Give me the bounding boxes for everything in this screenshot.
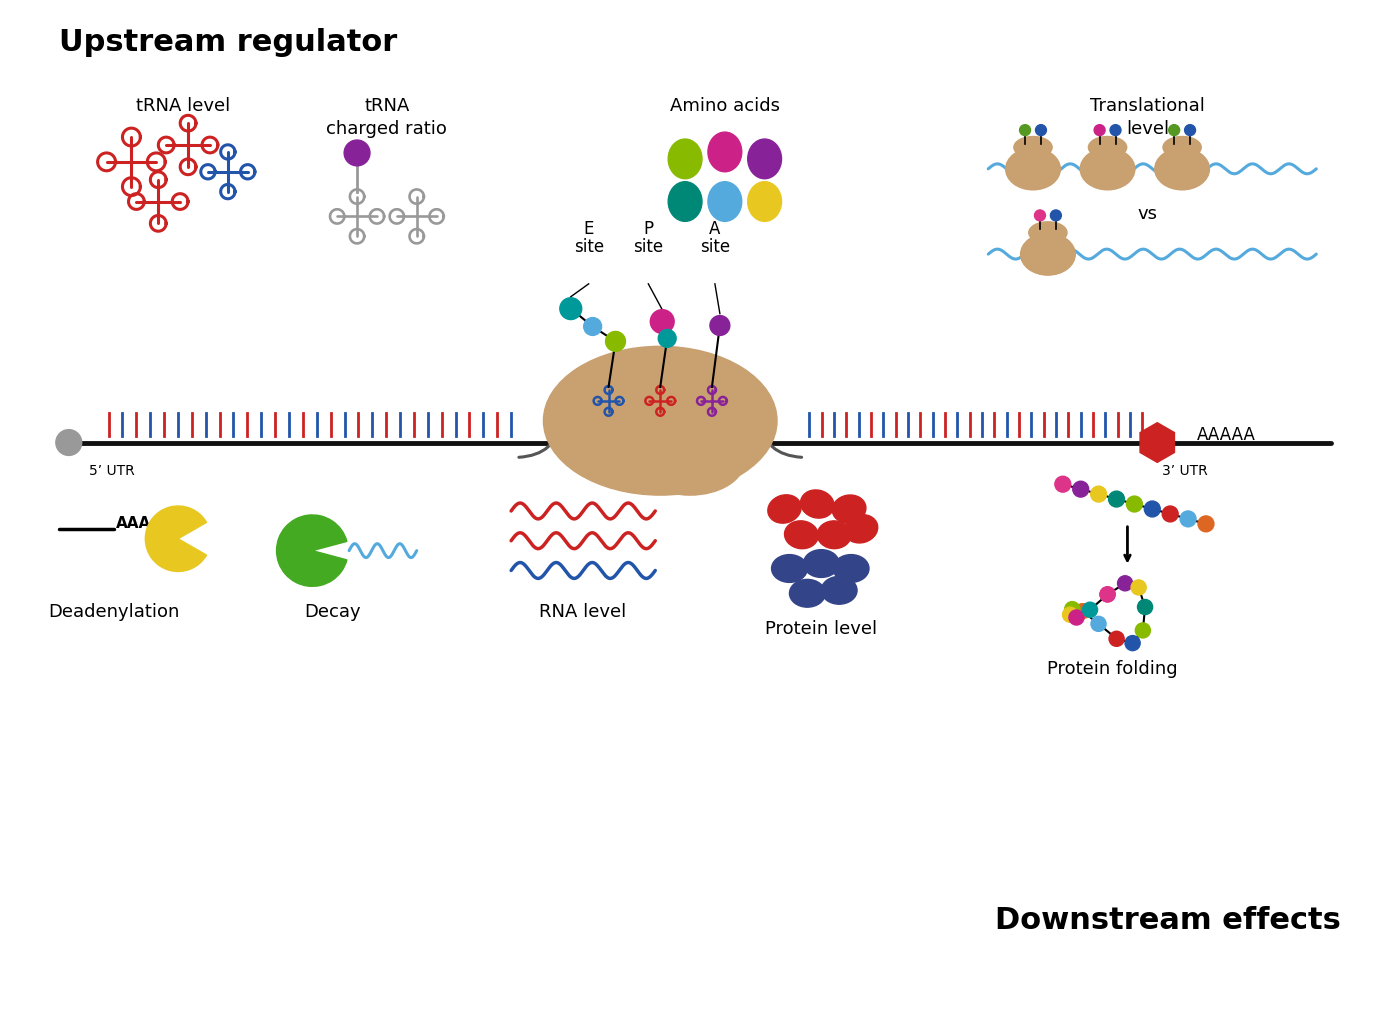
Circle shape xyxy=(344,140,370,166)
Text: AAAAA: AAAAA xyxy=(1197,426,1256,443)
Circle shape xyxy=(1070,610,1084,625)
Ellipse shape xyxy=(668,139,701,178)
Ellipse shape xyxy=(1081,148,1135,190)
Circle shape xyxy=(1135,623,1151,638)
Circle shape xyxy=(1036,125,1046,136)
Ellipse shape xyxy=(833,495,865,523)
Circle shape xyxy=(1072,482,1089,497)
Ellipse shape xyxy=(767,495,801,523)
Text: RNA level: RNA level xyxy=(539,603,626,622)
Text: AAA: AAA xyxy=(115,516,151,531)
Text: Protein folding: Protein folding xyxy=(1047,660,1177,677)
Ellipse shape xyxy=(1155,148,1210,190)
Ellipse shape xyxy=(708,182,742,221)
Circle shape xyxy=(1131,580,1147,595)
Circle shape xyxy=(1169,125,1180,136)
Text: E
site: E site xyxy=(574,220,603,257)
Circle shape xyxy=(1198,516,1214,531)
Circle shape xyxy=(1117,576,1133,591)
Circle shape xyxy=(1110,125,1121,136)
Text: tRNA level: tRNA level xyxy=(136,97,230,116)
Ellipse shape xyxy=(790,579,825,607)
Circle shape xyxy=(658,330,676,348)
Circle shape xyxy=(606,332,626,351)
Circle shape xyxy=(1100,587,1116,602)
Ellipse shape xyxy=(1014,137,1053,158)
Ellipse shape xyxy=(636,426,745,495)
Text: Amino acids: Amino acids xyxy=(669,97,780,116)
Circle shape xyxy=(1109,632,1124,646)
Text: P
site: P site xyxy=(633,220,664,257)
Circle shape xyxy=(1126,636,1140,651)
Ellipse shape xyxy=(748,182,781,221)
Circle shape xyxy=(1050,210,1061,221)
Circle shape xyxy=(1019,125,1030,136)
Circle shape xyxy=(1180,511,1196,527)
Ellipse shape xyxy=(543,347,777,495)
Circle shape xyxy=(1082,602,1098,618)
Circle shape xyxy=(584,317,602,336)
Text: Upstream regulator: Upstream regulator xyxy=(59,28,398,57)
Ellipse shape xyxy=(748,139,781,178)
Polygon shape xyxy=(1140,423,1175,462)
Text: tRNA
charged ratio: tRNA charged ratio xyxy=(326,97,448,138)
Ellipse shape xyxy=(833,555,869,582)
Ellipse shape xyxy=(1005,148,1060,190)
Circle shape xyxy=(56,430,81,455)
Text: A
site: A site xyxy=(700,220,729,257)
Ellipse shape xyxy=(1029,222,1067,243)
Circle shape xyxy=(1091,617,1106,632)
Circle shape xyxy=(560,298,582,319)
Ellipse shape xyxy=(771,555,808,582)
Circle shape xyxy=(1138,599,1152,614)
Circle shape xyxy=(1035,210,1046,221)
Circle shape xyxy=(1144,501,1161,517)
Circle shape xyxy=(1075,603,1091,619)
Circle shape xyxy=(1091,486,1106,502)
Circle shape xyxy=(650,309,675,334)
Ellipse shape xyxy=(668,182,701,221)
Circle shape xyxy=(710,315,729,336)
Text: vs: vs xyxy=(1137,206,1158,223)
Ellipse shape xyxy=(1021,233,1075,275)
Ellipse shape xyxy=(818,521,851,549)
Circle shape xyxy=(1100,587,1116,602)
Text: Deadenylation: Deadenylation xyxy=(48,603,179,622)
Text: 5’ UTR: 5’ UTR xyxy=(88,464,134,479)
Circle shape xyxy=(1162,506,1179,522)
Text: 3’ UTR: 3’ UTR xyxy=(1162,464,1208,479)
Circle shape xyxy=(1127,496,1142,512)
Text: Translational
level: Translational level xyxy=(1089,97,1205,138)
Circle shape xyxy=(1184,125,1196,136)
Text: Protein level: Protein level xyxy=(766,621,878,638)
Ellipse shape xyxy=(1163,137,1201,158)
Ellipse shape xyxy=(822,576,857,604)
Wedge shape xyxy=(277,515,347,586)
Ellipse shape xyxy=(708,132,742,171)
Wedge shape xyxy=(146,506,207,572)
Ellipse shape xyxy=(844,515,878,542)
Circle shape xyxy=(1063,607,1078,623)
Circle shape xyxy=(1095,125,1105,136)
Text: Decay: Decay xyxy=(304,603,361,622)
Ellipse shape xyxy=(804,550,839,577)
Ellipse shape xyxy=(1088,137,1127,158)
Circle shape xyxy=(1054,477,1071,492)
Ellipse shape xyxy=(801,490,834,518)
Circle shape xyxy=(1109,491,1124,507)
Circle shape xyxy=(1064,601,1079,617)
Ellipse shape xyxy=(785,520,818,549)
Text: Downstream effects: Downstream effects xyxy=(995,907,1341,936)
